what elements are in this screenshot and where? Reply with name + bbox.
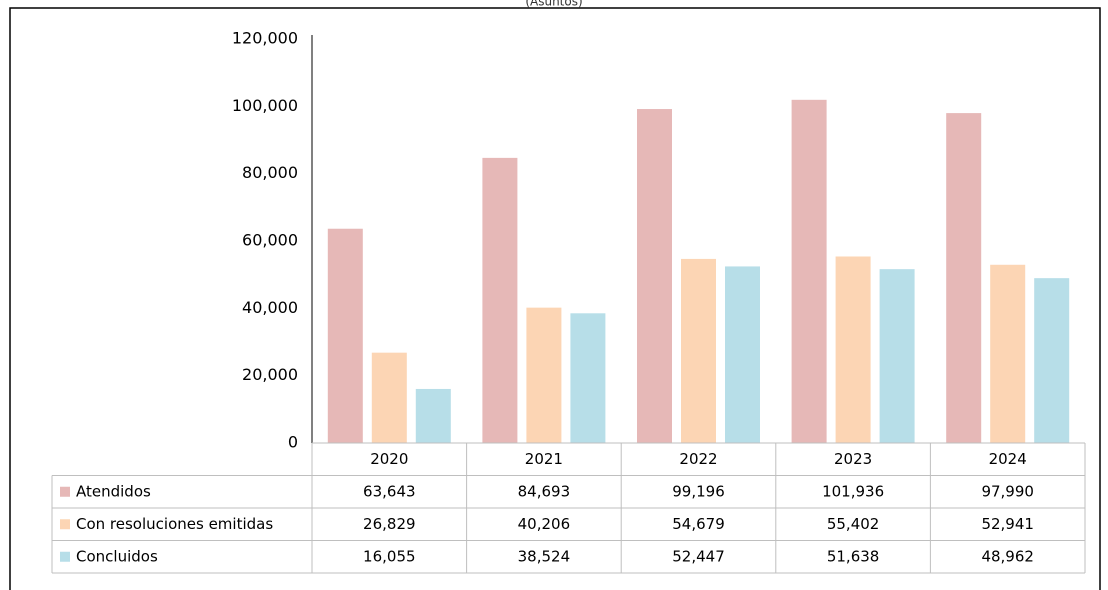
- bar: [791, 99, 827, 444]
- y-tick-label: 20,000: [242, 365, 298, 384]
- table-value: 54,679: [672, 515, 725, 533]
- y-tick-label: 60,000: [242, 231, 298, 250]
- x-tick-label: 2021: [525, 450, 563, 468]
- x-tick-label: 2020: [370, 450, 408, 468]
- table-value: 97,990: [981, 482, 1034, 500]
- legend-label: Concluidos: [76, 547, 158, 565]
- bar: [990, 264, 1026, 443]
- bar: [879, 269, 915, 443]
- legend-label: Atendidos: [76, 482, 151, 500]
- table-value: 40,206: [518, 515, 571, 533]
- legend-swatch: [60, 519, 70, 530]
- table-value: 51,638: [827, 547, 880, 565]
- table-value: 99,196: [672, 482, 725, 500]
- legend-swatch: [60, 486, 70, 497]
- x-tick-label: 2023: [834, 450, 872, 468]
- bar: [725, 266, 760, 443]
- bar: [1034, 278, 1070, 443]
- table-value: 38,524: [518, 547, 571, 565]
- bar: [371, 352, 407, 443]
- bar: [482, 157, 518, 444]
- bar: [526, 307, 562, 443]
- y-tick-label: 40,000: [242, 298, 298, 317]
- bar: [327, 228, 363, 443]
- legend-swatch: [60, 551, 70, 562]
- bar: [681, 258, 716, 443]
- table-value: 16,055: [363, 547, 416, 565]
- frame: [9, 7, 1101, 590]
- bar: [835, 256, 871, 443]
- table-value: 55,402: [827, 515, 880, 533]
- table-value: 52,941: [981, 515, 1034, 533]
- y-tick-label: 80,000: [242, 163, 298, 182]
- chart-subtitle: (Asuntos): [525, 0, 582, 9]
- bar: [946, 113, 982, 443]
- table-value: 48,962: [981, 547, 1034, 565]
- bar: [637, 109, 672, 443]
- y-tick-label: 120,000: [232, 29, 298, 48]
- y-tick-label: 100,000: [232, 96, 298, 115]
- table-value: 52,447: [672, 547, 725, 565]
- bar: [570, 313, 606, 443]
- x-tick-label: 2024: [989, 450, 1027, 468]
- legend-label: Con resoluciones emitidas: [76, 515, 273, 533]
- table-value: 101,936: [822, 482, 884, 500]
- bar: [415, 388, 451, 443]
- table-value: 63,643: [363, 482, 416, 500]
- table-value: 26,829: [363, 515, 416, 533]
- table-value: 84,693: [518, 482, 571, 500]
- y-tick-label: 0: [288, 433, 298, 452]
- x-tick-label: 2022: [679, 450, 717, 468]
